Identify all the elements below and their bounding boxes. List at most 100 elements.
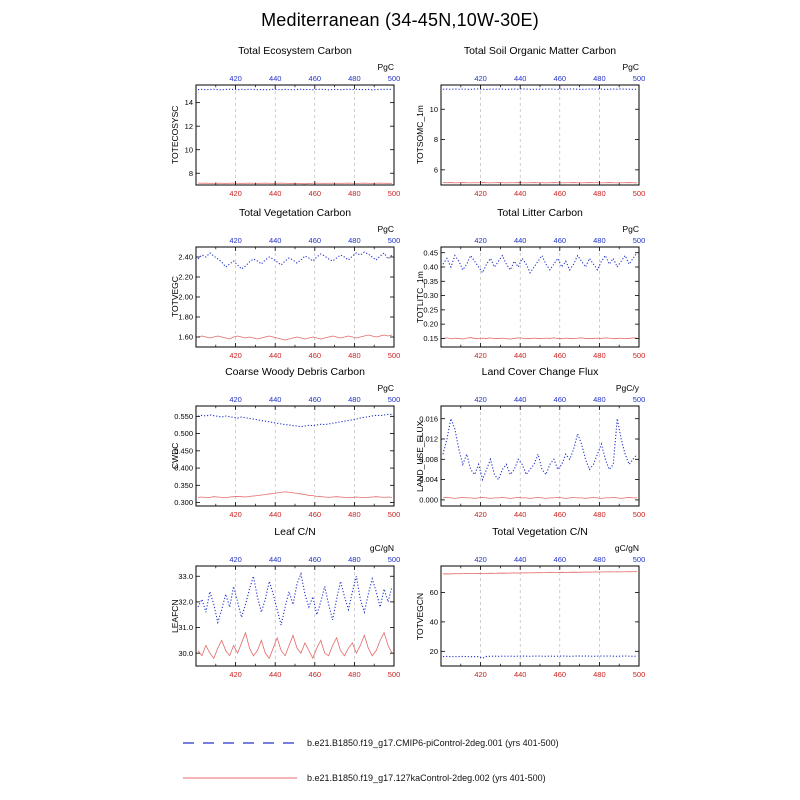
svg-text:440: 440 [269, 510, 282, 519]
unit-label: PgC [377, 62, 394, 72]
svg-text:2.20: 2.20 [178, 273, 193, 282]
svg-text:500: 500 [388, 555, 400, 564]
svg-text:420: 420 [474, 189, 487, 198]
plot-area: 420 420 440 440 460 460 480 480 500 500 20 40 60 [430, 555, 645, 679]
legend-label: b.e21.B1850.f19_g17.127kaControl-2deg.00… [307, 773, 546, 783]
svg-text:0.20: 0.20 [423, 320, 438, 329]
svg-text:460: 460 [309, 395, 322, 404]
svg-text:460: 460 [554, 74, 567, 83]
svg-text:440: 440 [514, 670, 527, 679]
svg-text:30.0: 30.0 [178, 649, 193, 658]
svg-text:0.550: 0.550 [174, 412, 193, 421]
svg-text:420: 420 [229, 670, 242, 679]
svg-text:500: 500 [388, 395, 400, 404]
unit-label: PgC [622, 224, 639, 234]
svg-text:31.0: 31.0 [178, 623, 193, 632]
svg-text:440: 440 [514, 236, 527, 245]
svg-text:40: 40 [430, 617, 438, 626]
svg-text:480: 480 [593, 555, 606, 564]
svg-text:0.016: 0.016 [419, 414, 438, 423]
svg-text:500: 500 [633, 510, 645, 519]
svg-text:440: 440 [269, 555, 282, 564]
svg-text:460: 460 [554, 236, 567, 245]
plot-area: 420 420 440 440 460 460 480 480 500 500 0.15 0.20 0.… [423, 236, 645, 360]
chart-cell-land-cover-change-flux: Land Cover Change Flux PgC/y LAND_USE_FL… [395, 366, 645, 536]
svg-text:460: 460 [309, 351, 322, 360]
svg-text:0.30: 0.30 [423, 291, 438, 300]
svg-text:500: 500 [633, 189, 645, 198]
plot-area: 420 420 440 440 460 460 480 480 500 500 6 8 10 [430, 74, 645, 198]
chart-cell-coarse-woody-debris-carbon: Coarse Woody Debris Carbon PgC CWDC 420 4… [150, 366, 400, 536]
svg-text:440: 440 [269, 236, 282, 245]
svg-text:440: 440 [514, 395, 527, 404]
plot-area: 420 420 440 440 460 460 480 480 500 500 0.000 0.004… [419, 395, 645, 519]
unit-label: PgC [377, 383, 394, 393]
svg-text:500: 500 [388, 74, 400, 83]
svg-text:500: 500 [388, 510, 400, 519]
svg-text:420: 420 [474, 670, 487, 679]
svg-text:420: 420 [229, 395, 242, 404]
unit-label: gC/gN [369, 543, 394, 553]
svg-text:460: 460 [309, 74, 322, 83]
unit-label: PgC/y [615, 383, 639, 393]
chart-cell-total-litter-carbon: Total Litter Carbon PgC TOTLITC_1m 420 42… [395, 207, 645, 377]
plot-area: 420 420 440 440 460 460 480 480 500 500 1.60 1.80 2.… [178, 236, 400, 360]
svg-text:460: 460 [554, 351, 567, 360]
chart-cell-total-vegetation-carbon: Total Vegetation Carbon PgC TOTVEGC 420 4… [150, 207, 400, 377]
svg-text:500: 500 [633, 395, 645, 404]
chart-title: Coarse Woody Debris Carbon [225, 366, 365, 378]
svg-text:14: 14 [185, 98, 193, 107]
chart-cell-total-ecosystem-carbon: Total Ecosystem Carbon PgC TOTECOSYSC 42… [150, 45, 400, 215]
svg-text:460: 460 [309, 510, 322, 519]
figure-title: Mediterranean (34-45N,10W-30E) [261, 10, 539, 30]
svg-text:6: 6 [434, 165, 438, 174]
svg-text:480: 480 [593, 510, 606, 519]
svg-text:440: 440 [514, 351, 527, 360]
svg-text:480: 480 [348, 189, 361, 198]
svg-text:32.0: 32.0 [178, 597, 193, 606]
svg-text:0.35: 0.35 [423, 277, 438, 286]
svg-text:460: 460 [554, 189, 567, 198]
legend-line-solid-icon [183, 777, 297, 779]
svg-text:440: 440 [514, 555, 527, 564]
svg-text:0.008: 0.008 [419, 455, 438, 464]
svg-text:460: 460 [554, 510, 567, 519]
svg-text:10: 10 [185, 145, 193, 154]
svg-text:460: 460 [309, 670, 322, 679]
svg-text:0.350: 0.350 [174, 481, 193, 490]
svg-text:1.60: 1.60 [178, 333, 193, 342]
svg-text:0.400: 0.400 [174, 464, 193, 473]
svg-text:480: 480 [348, 236, 361, 245]
chart-title: Total Vegetation Carbon [238, 207, 352, 219]
chart-title: Total Vegetation C/N [492, 526, 588, 538]
svg-text:440: 440 [269, 189, 282, 198]
svg-text:460: 460 [554, 555, 567, 564]
svg-text:440: 440 [269, 74, 282, 83]
svg-text:500: 500 [388, 351, 400, 360]
svg-text:440: 440 [269, 351, 282, 360]
svg-text:480: 480 [593, 395, 606, 404]
svg-text:420: 420 [474, 351, 487, 360]
svg-text:480: 480 [348, 74, 361, 83]
unit-label: PgC [622, 62, 639, 72]
svg-text:420: 420 [474, 74, 487, 83]
svg-text:0.500: 0.500 [174, 429, 193, 438]
svg-text:8: 8 [434, 135, 438, 144]
svg-text:0.300: 0.300 [174, 498, 193, 507]
svg-text:420: 420 [229, 351, 242, 360]
svg-text:0.25: 0.25 [423, 305, 438, 314]
svg-text:0.012: 0.012 [419, 435, 438, 444]
svg-text:480: 480 [593, 74, 606, 83]
svg-text:8: 8 [189, 169, 193, 178]
svg-text:0.45: 0.45 [423, 248, 438, 257]
legend: b.e21.B1850.f19_g17.CMIP6-piControl-2deg… [183, 732, 559, 800]
svg-text:500: 500 [633, 236, 645, 245]
svg-text:440: 440 [514, 74, 527, 83]
svg-text:460: 460 [554, 395, 567, 404]
svg-text:440: 440 [514, 189, 527, 198]
chart-title: Total Ecosystem Carbon [238, 45, 352, 57]
svg-text:500: 500 [388, 189, 400, 198]
svg-text:480: 480 [593, 236, 606, 245]
svg-text:480: 480 [593, 670, 606, 679]
